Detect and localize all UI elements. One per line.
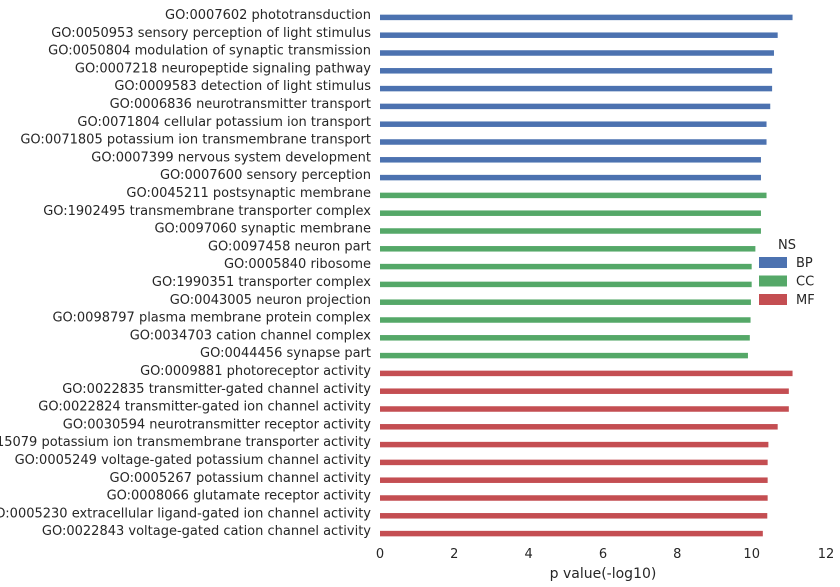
bar-mf xyxy=(380,441,769,448)
category-label: GO:1990351 transporter complex xyxy=(152,275,371,290)
category-label: GO:0097458 neuron part xyxy=(208,239,371,254)
bar-bp xyxy=(380,157,761,163)
bar-bp xyxy=(380,50,774,56)
category-label: GO:0098797 plasma membrane protein compl… xyxy=(52,311,371,326)
bar-bp xyxy=(380,14,793,21)
category-label: GO:0007399 nervous system development xyxy=(91,150,371,165)
bar-mf xyxy=(380,370,793,377)
legend-label-mf: MF xyxy=(796,293,815,308)
legend-swatch-bp xyxy=(759,257,787,268)
x-tick-label: 8 xyxy=(673,547,681,562)
x-tick-label: 12 xyxy=(818,547,835,562)
category-label: GO:0005249 voltage-gated potassium chann… xyxy=(15,453,372,468)
bar-mf xyxy=(380,406,789,412)
bar-cc xyxy=(380,192,767,199)
x-tick-label: 0 xyxy=(376,547,384,562)
bar-cc xyxy=(380,263,752,270)
bar-mf xyxy=(380,530,763,537)
bar-bp xyxy=(380,121,767,127)
x-tick-label: 10 xyxy=(743,547,760,562)
bar-cc xyxy=(380,210,761,216)
bar-cc xyxy=(380,228,761,234)
bar-bp xyxy=(380,139,767,145)
bar-mf xyxy=(380,459,768,466)
bar-mf xyxy=(380,388,789,394)
bar-bp xyxy=(380,32,778,38)
bar-cc xyxy=(380,299,751,305)
x-tick-label: 2 xyxy=(450,547,458,562)
bar-cc xyxy=(380,317,751,323)
category-label: GO:0008066 glutamate receptor activity xyxy=(107,489,372,504)
legend-title: NS xyxy=(778,238,796,253)
bar-cc xyxy=(380,281,752,288)
category-label: GO:0043005 neuron projection xyxy=(170,293,371,308)
x-tick-label: 6 xyxy=(599,547,607,562)
bar-bp xyxy=(380,174,761,181)
x-axis-ticks: 0 2 4 6 8 10 12 xyxy=(376,547,834,562)
category-label: GO:0007218 neuropeptide signaling pathwa… xyxy=(75,61,371,76)
bar-mf xyxy=(380,513,768,519)
legend-label-cc: CC xyxy=(796,275,814,290)
category-label: GO:0044456 synapse part xyxy=(200,346,371,361)
bar-mf xyxy=(380,495,768,501)
bar-cc xyxy=(380,352,748,359)
x-tick-label: 4 xyxy=(525,547,533,562)
category-label: GO:0007600 sensory perception xyxy=(160,168,371,183)
category-label: GO:0030594 neurotransmitter receptor act… xyxy=(63,417,372,432)
bars-group xyxy=(380,14,793,537)
category-label: GO:0071805 potassium ion transmembrane t… xyxy=(20,133,371,148)
category-label: GO:0050953 sensory perception of light s… xyxy=(51,26,371,41)
legend-swatch-cc xyxy=(759,275,787,287)
category-label: GO:0022843 voltage-gated cation channel … xyxy=(42,524,371,539)
category-label: GO:0005840 ribosome xyxy=(224,257,371,272)
category-label: GO:0071804 cellular potassium ion transp… xyxy=(77,115,371,130)
legend: NS BP CC MF xyxy=(759,238,815,308)
category-label: GO:0009583 detection of light stimulus xyxy=(114,79,371,94)
category-label: GO:0006836 neurotransmitter transport xyxy=(110,97,371,112)
bar-cc xyxy=(380,335,750,341)
category-label: GO:0009881 photoreceptor activity xyxy=(140,364,371,379)
bar-cc xyxy=(380,246,756,252)
category-label: GO:0050804 modulation of synaptic transm… xyxy=(48,44,371,59)
bar-bp xyxy=(380,103,771,110)
category-label: GO:0097060 synaptic membrane xyxy=(154,222,371,237)
category-label: GO:0022824 transmitter-gated ion channel… xyxy=(38,400,371,415)
category-labels: GO:0007602 phototransduction GO:0050953 s… xyxy=(0,8,371,539)
category-label: GO:0015079 potassium ion transmembrane t… xyxy=(0,435,371,450)
legend-label-bp: BP xyxy=(796,256,813,271)
category-label: GO:0007602 phototransduction xyxy=(165,8,371,23)
category-label: GO:1902495 transmembrane transporter com… xyxy=(43,204,371,219)
category-label: GO:0022835 transmitter-gated channel act… xyxy=(62,382,371,397)
bar-bp xyxy=(380,68,773,74)
bar-mf xyxy=(380,477,768,483)
category-label: GO:0005267 potassium channel activity xyxy=(110,471,372,486)
category-label: GO:0034703 cation channel complex xyxy=(130,328,372,343)
category-label: GO:0045211 postsynaptic membrane xyxy=(126,186,371,201)
category-label: GO:0005230 extracellular ligand-gated io… xyxy=(0,506,371,521)
bar-bp xyxy=(380,85,773,92)
x-axis-label: p value(-log10) xyxy=(550,566,657,582)
bar-mf xyxy=(380,424,778,430)
legend-swatch-mf xyxy=(759,294,787,305)
